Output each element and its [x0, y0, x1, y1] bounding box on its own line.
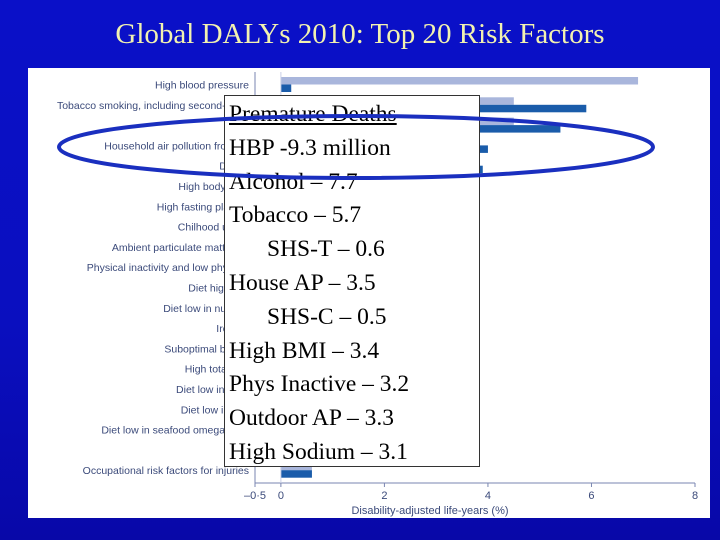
premature-deaths-box: Premature Deaths HBP -9.3 million Alcohol…	[224, 95, 480, 467]
overlay-lines: HBP -9.3 million Alcohol – 7.7 Tobacco – 5…	[229, 132, 479, 470]
overlay-line: High Sodium – 3.1	[229, 438, 408, 465]
x-tick-label: –0·5	[244, 490, 266, 502]
category-label: Occupational risk factors for injuries	[83, 465, 249, 477]
slide-title: Global DALYs 2010: Top 20 Risk Factors	[115, 18, 605, 50]
x-tick-label: 6	[588, 490, 594, 502]
x-tick-label: 4	[485, 490, 491, 502]
category-label: Diet low in seafood omega-3 fat	[101, 425, 249, 437]
overlay-line: Alcohol – 7.7	[229, 168, 358, 195]
x-tick-label: 2	[381, 490, 387, 502]
overlay-line: Tobacco – 5.7	[229, 202, 362, 229]
overlay-line: Phys Inactive – 3.2	[229, 371, 410, 398]
bar-2010-19	[280, 470, 312, 478]
overlay-line: House AP – 3.5	[229, 269, 376, 296]
bar-2010-0	[280, 84, 292, 92]
x-tick-label: 8	[692, 490, 698, 502]
overlay-heading: Premature Deaths	[229, 101, 397, 127]
category-label: Ambient particulate matter po	[112, 242, 249, 254]
overlay-line: Outdoor AP – 3.3	[229, 405, 394, 432]
x-tick-label: 0	[278, 490, 284, 502]
overlay-line: SHS-C – 0.5	[267, 303, 387, 330]
overlay-line: High BMI – 3.4	[229, 337, 380, 364]
category-label: Tobacco smoking, including second-hand	[57, 100, 249, 112]
category-label: Physical inactivity and low physical	[87, 262, 249, 274]
overlay-line: HBP -9.3 million	[229, 134, 391, 161]
bar-1990-0	[280, 77, 639, 85]
overlay-line: SHS-T – 0.6	[267, 236, 385, 263]
category-label: High blood pressure	[155, 80, 249, 92]
category-labels: High blood pressure Tobacco smoking, incl…	[57, 80, 250, 478]
x-axis-title: Disability-adjusted life-years (%)	[351, 505, 508, 517]
